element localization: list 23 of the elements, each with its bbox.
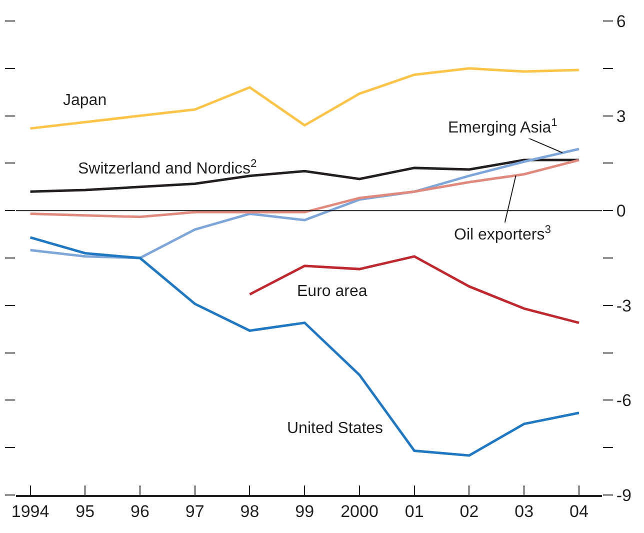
series-label: Euro area — [297, 283, 368, 300]
x-tick-label: 98 — [240, 502, 260, 522]
y-tick-label: -9 — [616, 486, 632, 505]
series-label: Japan — [63, 92, 107, 109]
series-label: Switzerland and Nordics$^{2}$ — [78, 158, 257, 178]
x-tick-label: 2000 — [340, 502, 378, 522]
y-tick-label: 3 — [616, 106, 626, 126]
x-tick-label: 04 — [570, 502, 588, 522]
x-tick-label: 95 — [76, 502, 95, 522]
y-tick-label: 6 — [616, 12, 626, 31]
series-label: Emerging Asia$^{1}$ — [448, 117, 558, 137]
y-tick-label: -3 — [616, 296, 632, 316]
x-tick-label: 96 — [130, 502, 150, 522]
y-tick-label: -6 — [616, 391, 632, 410]
x-tick-label: 01 — [404, 502, 424, 522]
x-tick-label: 02 — [460, 502, 479, 522]
x-tick-label: 97 — [185, 502, 204, 522]
x-tick-label: 03 — [514, 502, 534, 522]
text: Oil exporters$^{3}$ — [454, 224, 551, 244]
x-tick-label: 1994 — [11, 502, 50, 522]
y-tick-label: 0 — [616, 202, 626, 221]
x-tick-label: 99 — [295, 502, 314, 522]
series-label: United States — [287, 420, 384, 437]
